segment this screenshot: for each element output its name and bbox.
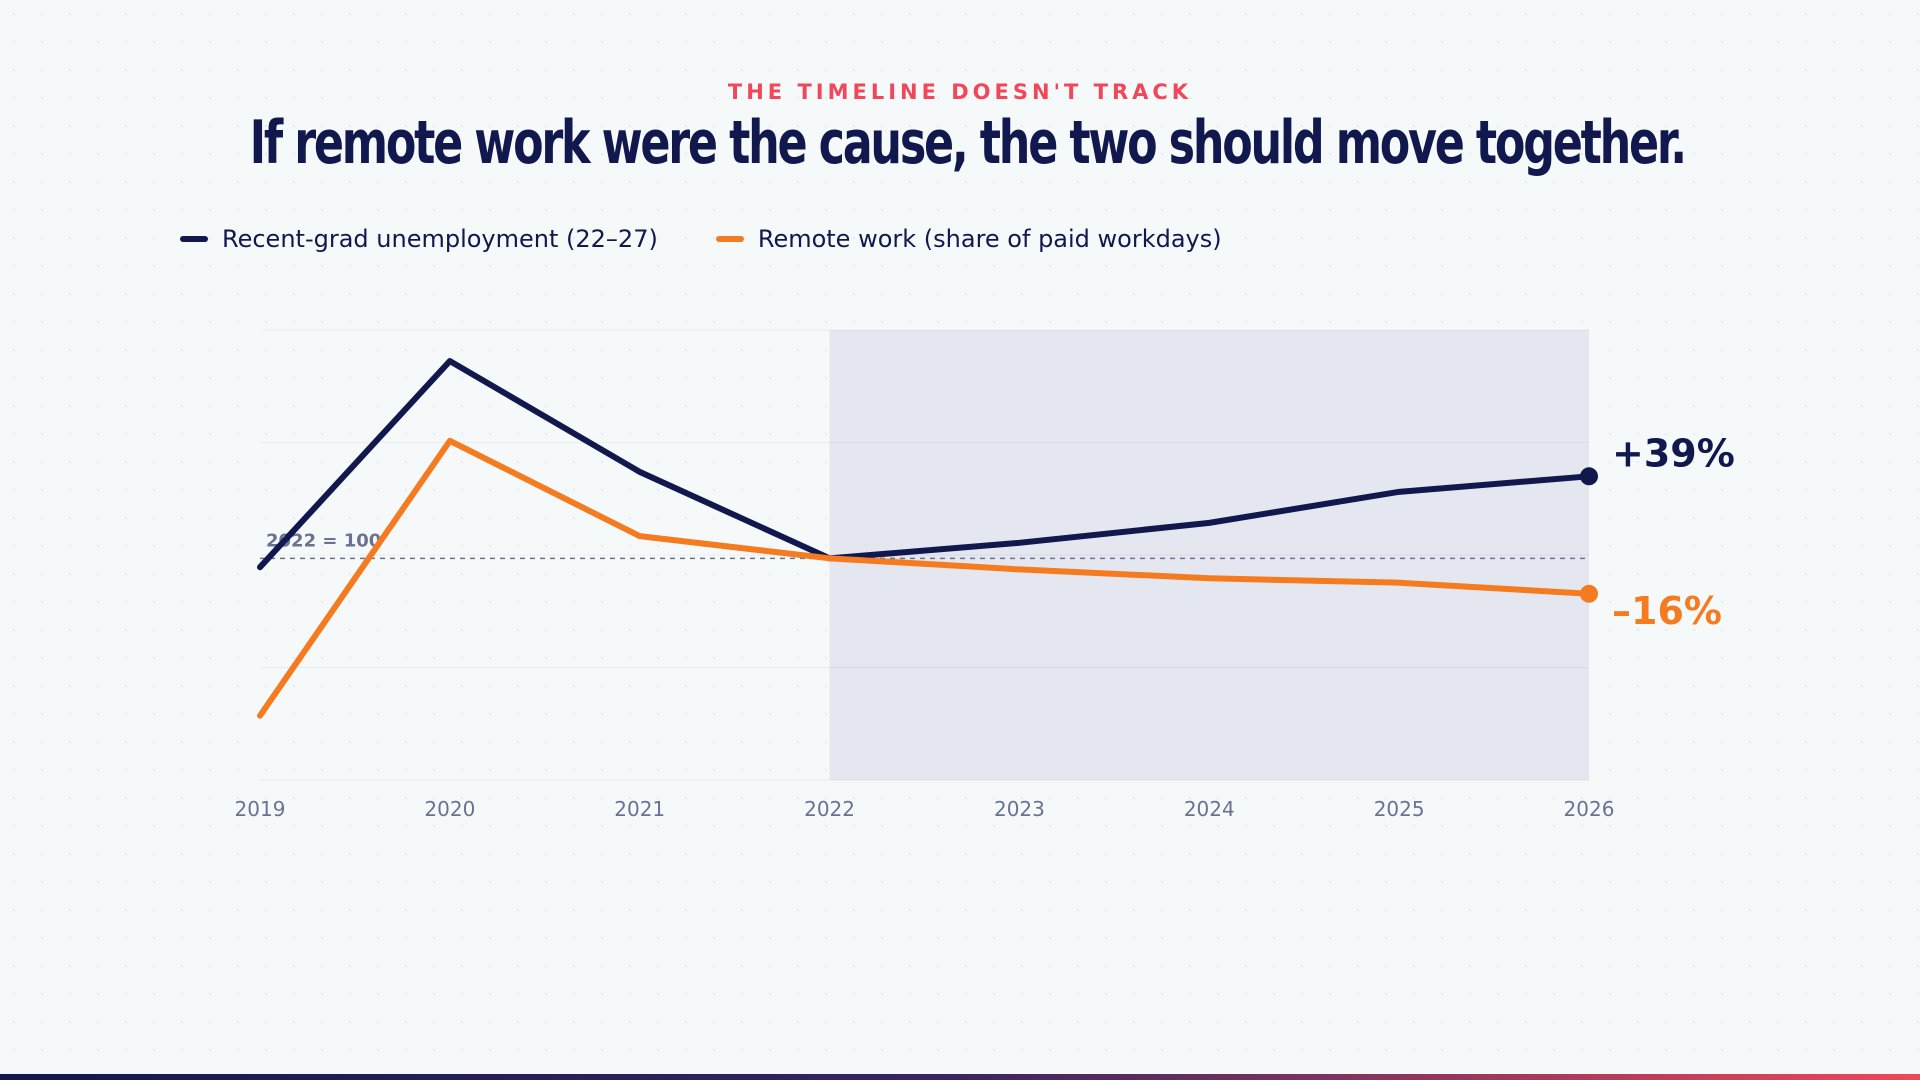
series-end-label-0: +39%: [1612, 431, 1735, 475]
legend-swatch-remote-work: [715, 236, 744, 242]
series-end-marker-1: [1580, 584, 1598, 603]
x-tick-label-2022: 2022: [804, 797, 855, 821]
chart-title: If remote work were the cause, the two s…: [249, 108, 1688, 178]
legend-label-unemployment: Recent-grad unemployment (22–27): [222, 225, 658, 253]
series-end-label-1: –16%: [1612, 589, 1722, 633]
legend-label-remote-work: Remote work (share of paid workdays): [757, 225, 1222, 253]
series-end-marker-0: [1580, 467, 1598, 486]
bottom-accent-bar: [0, 1074, 1920, 1080]
chart-legend: Recent-grad unemployment (22–27) Remote …: [180, 225, 1280, 253]
baseline-label: 2022 = 100: [266, 530, 381, 551]
x-tick-label-2020: 2020: [424, 797, 475, 821]
legend-item-remote-work: Remote work (share of paid workdays): [715, 225, 1222, 253]
series-line-1: [257, 437, 1592, 719]
legend-item-unemployment: Recent-grad unemployment (22–27): [180, 225, 658, 253]
legend-swatch-unemployment: [180, 236, 208, 242]
x-tick-label-2024: 2024: [1184, 797, 1235, 821]
chart-eyebrow: THE TIMELINE DOESN'T TRACK: [727, 80, 1193, 104]
x-tick-label-2023: 2023: [994, 797, 1045, 821]
series-line-0: [257, 358, 1592, 571]
x-tick-label-2026: 2026: [1564, 797, 1615, 821]
x-tick-label-2021: 2021: [614, 797, 665, 821]
x-tick-label-2019: 2019: [235, 797, 286, 821]
shaded-period-region: [829, 330, 1589, 780]
x-tick-label-2025: 2025: [1374, 797, 1425, 821]
